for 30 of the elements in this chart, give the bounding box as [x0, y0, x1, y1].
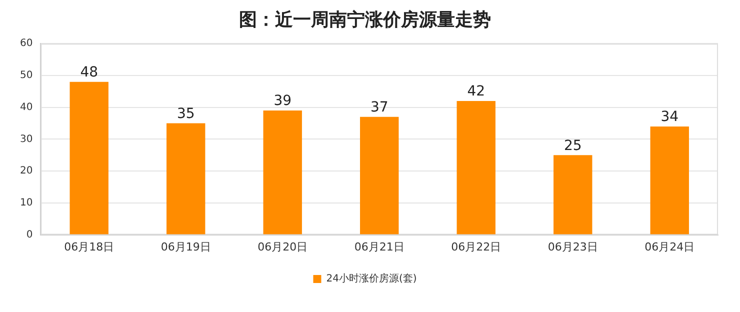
x-tick-label: 06月22日	[451, 240, 502, 254]
data-label: 25	[564, 138, 582, 154]
y-tick-label: 30	[20, 134, 33, 145]
data-label: 48	[80, 64, 98, 80]
y-tick-label: 60	[20, 38, 33, 50]
x-tick-label: 06月18日	[64, 240, 114, 254]
y-tick-label: 0	[26, 229, 33, 240]
y-tick-label: 50	[20, 70, 33, 82]
x-tick-label: 06月20日	[258, 240, 308, 254]
legend-label: 24小时涨价房源(套)	[326, 272, 417, 285]
data-label: 39	[274, 93, 292, 110]
x-tick-label: 06月19日	[160, 240, 211, 254]
y-tick-label: 40	[20, 102, 33, 113]
data-label: 42	[467, 84, 486, 100]
y-tick-label: 10	[20, 198, 33, 209]
bar	[456, 100, 496, 234]
bar	[360, 116, 399, 234]
bar	[650, 126, 689, 234]
chart-title: 图：近一周南宁涨价房源量走势	[239, 9, 491, 30]
bar	[554, 155, 592, 234]
y-tick-label: 20	[20, 166, 33, 177]
x-tick-label: 06月23日	[548, 240, 598, 254]
bar	[263, 110, 302, 234]
x-tick-label: 06月24日	[644, 240, 695, 254]
bar	[166, 123, 206, 234]
x-tick-label: 06月21日	[354, 240, 404, 254]
data-label: 34	[660, 109, 679, 126]
data-label: 37	[370, 100, 388, 116]
data-label: 35	[176, 106, 195, 122]
bar	[70, 82, 108, 234]
